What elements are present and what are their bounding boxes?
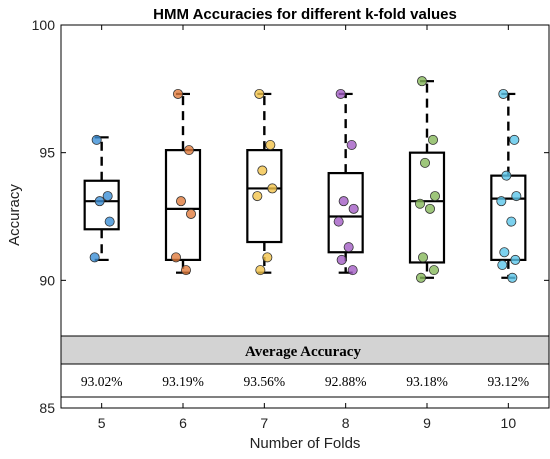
data-point xyxy=(497,260,508,271)
data-point xyxy=(262,252,273,263)
box-iqr xyxy=(83,179,120,231)
box-iqr xyxy=(408,151,446,264)
data-point xyxy=(419,157,430,168)
average-accuracy-value: 92.88% xyxy=(325,374,367,389)
data-point xyxy=(511,191,522,202)
data-point xyxy=(172,88,183,99)
data-point xyxy=(501,170,512,181)
x-tick-label: 9 xyxy=(423,415,431,431)
y-tick-label: 90 xyxy=(39,272,55,288)
data-point xyxy=(417,252,428,263)
x-tick-label: 7 xyxy=(260,415,268,431)
data-point xyxy=(348,203,359,214)
data-point xyxy=(89,252,100,263)
average-accuracy-value: 93.18% xyxy=(406,374,448,389)
data-point xyxy=(498,88,509,99)
box-group-7 xyxy=(246,88,283,276)
data-point xyxy=(506,216,517,227)
box-iqr xyxy=(164,149,202,262)
average-accuracy-value: 93.02% xyxy=(81,374,123,389)
data-point xyxy=(185,208,196,219)
box-group-5 xyxy=(83,134,120,263)
data-point xyxy=(509,134,520,145)
average-accuracy-table: Average Accuracy 93.02% 93.19% 93.56% 92.88… xyxy=(60,335,550,398)
box-iqr xyxy=(327,171,364,254)
data-point xyxy=(347,265,358,276)
data-point xyxy=(429,191,440,202)
average-accuracy-value: 93.19% xyxy=(162,374,204,389)
x-axis-label: Number of Folds xyxy=(250,435,361,452)
data-point xyxy=(333,216,344,227)
data-point xyxy=(175,196,186,207)
data-point xyxy=(343,242,354,253)
data-point xyxy=(496,196,507,207)
data-point xyxy=(267,183,278,194)
box-iqr xyxy=(246,149,283,244)
data-point xyxy=(336,254,347,265)
x-tick-label: 8 xyxy=(342,415,350,431)
box-group-9 xyxy=(408,76,446,283)
x-tick-label: 5 xyxy=(98,415,106,431)
axis-ticks: 85 90 95 100 5 6 7 8 9 10 xyxy=(32,17,549,431)
data-point xyxy=(94,196,105,207)
data-point xyxy=(510,254,521,265)
data-point xyxy=(254,88,265,99)
data-point xyxy=(424,203,435,214)
data-point xyxy=(338,196,349,207)
data-point xyxy=(180,265,191,276)
data-point xyxy=(104,216,115,227)
plot-frame xyxy=(60,24,550,409)
data-point xyxy=(507,272,518,283)
y-tick-label: 100 xyxy=(32,17,56,33)
data-point xyxy=(252,191,263,202)
average-accuracy-value: 93.12% xyxy=(488,374,530,389)
average-accuracy-header-band xyxy=(60,335,550,365)
data-point xyxy=(416,76,427,87)
box-series xyxy=(83,76,527,283)
data-point xyxy=(91,134,102,145)
data-point xyxy=(428,265,439,276)
box-group-8 xyxy=(327,88,364,276)
y-tick-label: 95 xyxy=(39,145,55,161)
data-point xyxy=(183,145,194,156)
data-point xyxy=(335,88,346,99)
data-point xyxy=(415,272,426,283)
data-point xyxy=(346,140,357,151)
data-point xyxy=(499,247,510,258)
average-accuracy-value: 93.56% xyxy=(244,374,286,389)
data-point xyxy=(414,198,425,209)
data-point xyxy=(170,252,181,263)
box-group-6 xyxy=(164,88,202,276)
data-point xyxy=(102,191,113,202)
y-tick-label: 85 xyxy=(39,400,55,416)
box-group-10 xyxy=(490,88,527,283)
x-tick-label: 10 xyxy=(501,415,517,431)
y-axis-label: Accuracy xyxy=(6,184,23,246)
data-point xyxy=(255,265,266,276)
x-tick-label: 6 xyxy=(179,415,187,431)
chart-title: HMM Accuracies for different k-fold valu… xyxy=(153,6,457,23)
data-point xyxy=(257,165,268,176)
average-accuracy-title: Average Accuracy xyxy=(245,344,361,360)
data-point xyxy=(265,140,276,151)
data-point xyxy=(427,134,438,145)
